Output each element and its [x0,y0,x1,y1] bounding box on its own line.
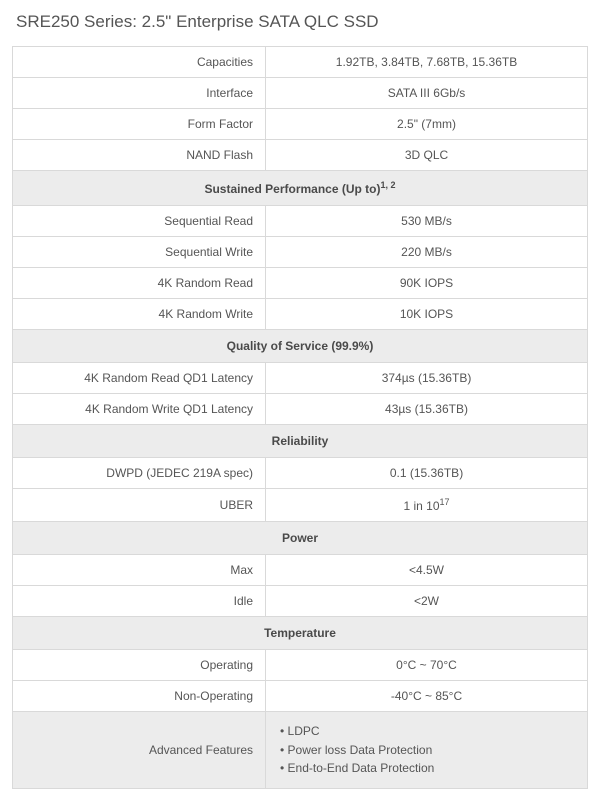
spec-label: 4K Random Write [13,299,266,330]
spec-label: Non-Operating [13,681,266,712]
spec-label: UBER [13,489,266,522]
spec-label: DWPD (JEDEC 219A spec) [13,458,266,489]
table-row: NAND Flash 3D QLC [13,140,588,171]
table-row: 4K Random Write 10K IOPS [13,299,588,330]
table-row: Operating 0°C ~ 70°C [13,650,588,681]
section-header-sup: 1, 2 [381,180,396,190]
spec-label: Sequential Write [13,237,266,268]
spec-label: Sequential Read [13,206,266,237]
section-header-text: Power [13,522,588,555]
section-header-power: Power [13,522,588,555]
spec-label: Max [13,555,266,586]
table-row: Sequential Read 530 MB/s [13,206,588,237]
spec-value: 0°C ~ 70°C [266,650,588,681]
spec-value: SATA III 6Gb/s [266,78,588,109]
advanced-features-row: Advanced Features LDPC Power loss Data P… [13,712,588,789]
spec-value: 374µs (15.36TB) [266,363,588,394]
spec-label: Capacities [13,47,266,78]
spec-value: 43µs (15.36TB) [266,394,588,425]
table-row: Non-Operating -40°C ~ 85°C [13,681,588,712]
table-row: Form Factor 2.5" (7mm) [13,109,588,140]
section-header-text: Quality of Service (99.9%) [13,330,588,363]
spec-label: Interface [13,78,266,109]
spec-value: 90K IOPS [266,268,588,299]
section-header-text: Reliability [13,425,588,458]
feature-item: Power loss Data Protection [280,741,573,760]
spec-label: Form Factor [13,109,266,140]
spec-value: 530 MB/s [266,206,588,237]
spec-label: 4K Random Write QD1 Latency [13,394,266,425]
page-title: SRE250 Series: 2.5" Enterprise SATA QLC … [12,12,588,32]
section-header-text: Temperature [13,617,588,650]
table-row: 4K Random Read QD1 Latency 374µs (15.36T… [13,363,588,394]
section-header-temperature: Temperature [13,617,588,650]
table-row: Idle <2W [13,586,588,617]
table-row: Interface SATA III 6Gb/s [13,78,588,109]
spec-value: 0.1 (15.36TB) [266,458,588,489]
features-value: LDPC Power loss Data Protection End-to-E… [266,712,588,789]
table-row: DWPD (JEDEC 219A spec) 0.1 (15.36TB) [13,458,588,489]
section-header-reliability: Reliability [13,425,588,458]
spec-value: 1.92TB, 3.84TB, 7.68TB, 15.36TB [266,47,588,78]
spec-value: 220 MB/s [266,237,588,268]
table-row: Capacities 1.92TB, 3.84TB, 7.68TB, 15.36… [13,47,588,78]
section-header-text: Sustained Performance (Up to) [204,182,380,196]
spec-label: NAND Flash [13,140,266,171]
spec-label: Idle [13,586,266,617]
feature-item: LDPC [280,722,573,741]
spec-value: 1 in 1017 [266,489,588,522]
feature-list: LDPC Power loss Data Protection End-to-E… [280,722,573,778]
section-header-qos: Quality of Service (99.9%) [13,330,588,363]
spec-value: <4.5W [266,555,588,586]
spec-label: 4K Random Read QD1 Latency [13,363,266,394]
section-header-performance: Sustained Performance (Up to)1, 2 [13,171,588,206]
features-label: Advanced Features [13,712,266,789]
table-row: 4K Random Read 90K IOPS [13,268,588,299]
table-row: Sequential Write 220 MB/s [13,237,588,268]
spec-value: <2W [266,586,588,617]
table-row: UBER 1 in 1017 [13,489,588,522]
spec-value: 2.5" (7mm) [266,109,588,140]
spec-value: -40°C ~ 85°C [266,681,588,712]
spec-value: 10K IOPS [266,299,588,330]
spec-table: Capacities 1.92TB, 3.84TB, 7.68TB, 15.36… [12,46,588,789]
spec-label: 4K Random Read [13,268,266,299]
table-row: Max <4.5W [13,555,588,586]
spec-value: 3D QLC [266,140,588,171]
table-row: 4K Random Write QD1 Latency 43µs (15.36T… [13,394,588,425]
spec-label: Operating [13,650,266,681]
feature-item: End-to-End Data Protection [280,759,573,778]
